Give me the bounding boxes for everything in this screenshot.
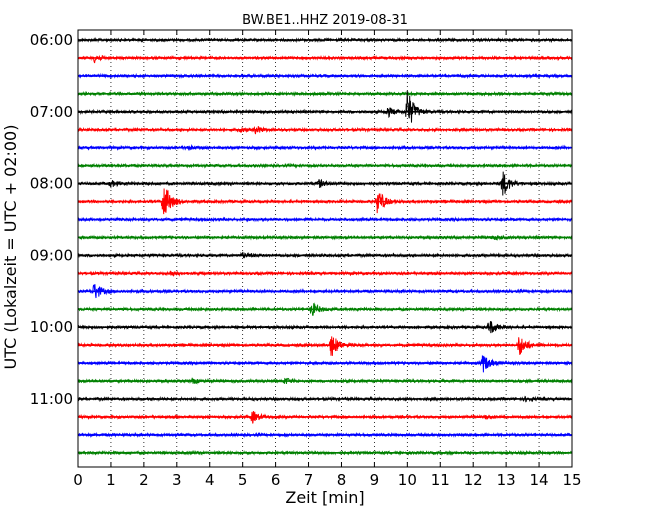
x-tick-label: 12 (464, 471, 483, 489)
x-tick-label: 7 (304, 471, 314, 489)
x-tick-label: 0 (73, 471, 83, 489)
trace-1015 (77, 336, 573, 356)
x-tick-label: 2 (139, 471, 149, 489)
y-tick-label: 10:00 (30, 318, 73, 336)
x-axis-label: Zeit [min] (285, 488, 364, 507)
grid (78, 30, 572, 467)
x-tick-label: 6 (271, 471, 281, 489)
x-tick-label: 14 (530, 471, 549, 489)
x-tick-label: 5 (238, 471, 248, 489)
y-tick-label: 08:00 (30, 175, 73, 193)
x-tick-label: 3 (172, 471, 182, 489)
ticks: 0 1 2 3 4 5 6 7 8 9 10 11 12 13 14 1506:0007:0008:0009:… (30, 30, 582, 489)
y-tick-label: 11:00 (30, 390, 73, 408)
x-tick-label: 4 (205, 471, 215, 489)
plot-frame (77, 29, 573, 468)
x-tick-label: 13 (497, 471, 516, 489)
y-axis-label: UTC (Lokalzeit = UTC + 02:00) (1, 125, 20, 370)
x-tick-label: 8 (337, 471, 347, 489)
trace-1030 (77, 354, 573, 373)
x-tick-label: 1 (106, 471, 116, 489)
y-tick-label: 07:00 (30, 103, 73, 121)
trace-0700 (77, 90, 573, 123)
y-tick-label: 09:00 (30, 246, 73, 264)
x-tick-label: 15 (562, 471, 581, 489)
x-tick-label: 10 (398, 471, 417, 489)
trace-0615 (77, 54, 573, 64)
x-tick-label: 11 (431, 471, 450, 489)
traces (77, 36, 573, 456)
x-tick-label: 9 (370, 471, 380, 489)
chart-title: BW.BE1..HHZ 2019-08-31 (242, 13, 408, 28)
y-tick-label: 06:00 (30, 31, 73, 49)
